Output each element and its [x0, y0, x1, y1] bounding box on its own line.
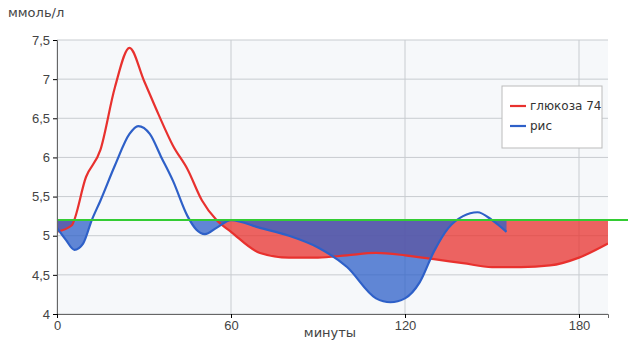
tick: 5,5 — [32, 189, 57, 204]
area — [57, 220, 507, 302]
grid-line — [579, 40, 580, 314]
grid-line — [57, 40, 608, 41]
legend-swatch — [510, 125, 526, 127]
tick-label: 4,5 — [32, 268, 50, 283]
tick: 7 — [43, 72, 57, 87]
line — [57, 126, 507, 302]
grid-line — [57, 157, 608, 158]
plot-background — [57, 40, 608, 314]
tick-label: 120 — [395, 318, 417, 333]
tick: 60 — [224, 314, 238, 333]
tick-mark — [53, 275, 57, 276]
tick: 0 — [54, 314, 61, 333]
tick-label: 5 — [43, 228, 50, 243]
tick: 7,5 — [32, 33, 57, 48]
tick-label: 0 — [54, 318, 61, 333]
tick: 5 — [43, 228, 57, 243]
tick: 180 — [569, 314, 591, 333]
legend-label: глюкоза 74 — [530, 99, 601, 113]
tick-mark — [53, 314, 57, 315]
grid-line — [231, 40, 232, 314]
legend-box — [502, 86, 602, 148]
axis-title: ммоль/л — [8, 5, 64, 20]
grid — [57, 40, 608, 314]
axis-title: минуты — [304, 325, 356, 340]
tick: 6 — [43, 150, 57, 165]
y-axis: 4 4,5 5 5,5 6 6,5 7 7,5 — [32, 33, 58, 322]
tick-label: 6,5 — [32, 111, 50, 126]
grid-line — [57, 79, 608, 80]
reference-line — [57, 219, 628, 221]
tick-label: 180 — [569, 318, 591, 333]
tick-label: 7 — [43, 72, 50, 87]
line — [57, 48, 608, 267]
legend-label: рис — [530, 119, 552, 133]
tick-label: 60 — [224, 318, 238, 333]
chart: 4 4,5 5 5,5 6 6,5 7 7,5 0 60 120 180 ммоль/л минуты гл… — [0, 0, 640, 360]
tick-mark — [53, 197, 57, 198]
tick: 6,5 — [32, 111, 57, 126]
tick-mark — [53, 157, 57, 158]
tick-mark — [53, 79, 57, 80]
tick-mark — [53, 40, 57, 41]
legend-swatch — [510, 105, 526, 107]
legend: глюкоза 74 рис — [502, 86, 602, 148]
plot-area — [57, 48, 608, 302]
tick-label: 7,5 — [32, 33, 50, 48]
tick-mark — [53, 118, 57, 119]
axis-line — [58, 315, 609, 319]
tick-label: 5,5 — [32, 189, 50, 204]
tick-label: 4 — [43, 307, 50, 322]
grid-line — [57, 196, 608, 197]
axis-line — [53, 41, 58, 315]
tick: 4,5 — [32, 268, 57, 283]
grid-line — [57, 274, 608, 275]
tick-label: 6 — [43, 150, 50, 165]
tick-mark — [53, 236, 57, 237]
below-areas — [57, 220, 608, 302]
tick: 120 — [395, 314, 417, 333]
